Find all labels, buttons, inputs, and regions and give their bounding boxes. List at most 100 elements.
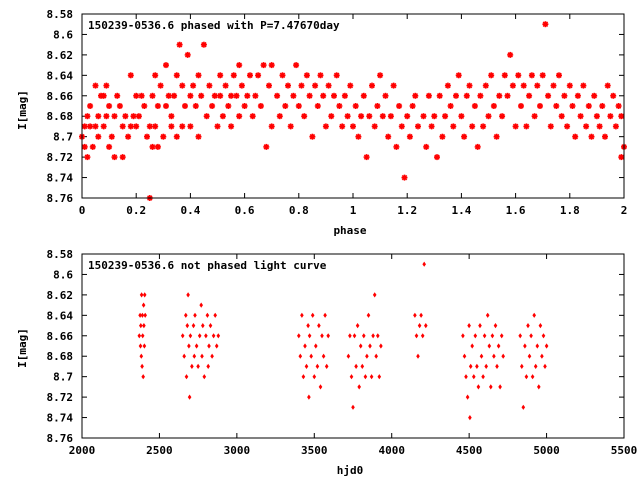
data-point (148, 92, 157, 100)
data-point (170, 92, 178, 100)
data-point (235, 61, 243, 69)
data-point (213, 122, 222, 131)
data-point (188, 333, 193, 339)
x-tick-label: 0.6 (235, 204, 255, 217)
data-point (368, 343, 372, 349)
data-point (590, 92, 599, 100)
data-point (210, 353, 214, 359)
data-point (243, 92, 252, 100)
data-point (411, 92, 420, 100)
data-point (140, 333, 145, 339)
data-point (379, 343, 383, 349)
data-point (435, 92, 444, 100)
data-point (300, 112, 309, 120)
data-point (381, 92, 390, 100)
data-point (187, 343, 191, 349)
data-point (310, 312, 315, 318)
data-point (603, 81, 612, 90)
data-point (303, 71, 311, 80)
data-point (492, 353, 496, 359)
data-point (552, 102, 561, 110)
data-point (143, 132, 151, 141)
y-tick-label: 8.58 (47, 8, 74, 21)
data-point (143, 312, 147, 318)
data-point (576, 112, 585, 120)
data-point (377, 374, 382, 380)
data-point (468, 122, 477, 131)
data-point (479, 122, 487, 131)
data-point (366, 312, 371, 318)
data-point (452, 92, 460, 100)
data-point (362, 153, 371, 161)
data-point (406, 132, 414, 141)
data-point (422, 143, 431, 151)
data-point (454, 71, 463, 80)
data-point (197, 333, 202, 339)
data-point (374, 353, 378, 359)
data-point (83, 153, 92, 161)
data-point (309, 353, 313, 359)
data-point (529, 333, 533, 339)
data-point (457, 112, 466, 120)
data-point (142, 323, 146, 329)
data-point (538, 71, 547, 80)
data-point (94, 112, 103, 120)
data-point (118, 153, 127, 161)
data-point (127, 71, 135, 80)
data-point (420, 333, 425, 339)
data-point (102, 81, 111, 90)
data-point (397, 122, 406, 131)
data-point (265, 81, 273, 90)
data-point (94, 132, 103, 141)
data-point (301, 374, 306, 380)
data-point (485, 312, 490, 318)
data-point (338, 122, 347, 131)
data-point (230, 71, 238, 80)
data-point (307, 333, 312, 339)
data-point (460, 132, 468, 141)
unphased-light-curve-panel: 2000 2500 3000 3500 4000 4500 5000 55008.588.68… (16, 248, 637, 477)
data-point (444, 81, 452, 90)
data-point (349, 374, 354, 380)
data-point (294, 102, 303, 110)
data-point (320, 333, 324, 339)
data-point (180, 333, 185, 339)
data-point (503, 92, 512, 100)
data-point (216, 92, 224, 100)
data-point (99, 122, 108, 131)
data-point (546, 122, 555, 131)
data-point (86, 122, 94, 131)
data-point (376, 333, 380, 339)
data-point (478, 323, 482, 329)
data-point (208, 102, 216, 110)
data-point (492, 132, 501, 141)
data-point (475, 363, 479, 369)
data-point (200, 40, 208, 49)
data-point (368, 81, 376, 90)
data-point (501, 353, 505, 359)
data-point (323, 312, 327, 318)
y-tick-label: 8.64 (47, 69, 74, 82)
data-point (327, 112, 336, 120)
data-point (317, 323, 321, 329)
data-point (346, 81, 355, 90)
data-point (141, 302, 146, 308)
y-tick-label: 8.76 (47, 432, 74, 445)
data-point (324, 81, 333, 90)
data-point (300, 312, 304, 318)
y-tick-label: 8.6 (53, 28, 73, 41)
data-point (601, 132, 609, 141)
data-point (419, 112, 428, 120)
x-tick-label: 1.2 (397, 204, 417, 217)
x-tick-label: 1.4 (451, 204, 471, 217)
x-tick-label: 5000 (533, 444, 560, 457)
data-point (211, 333, 216, 339)
data-point (373, 102, 382, 110)
x-tick-label: 1.8 (560, 204, 580, 217)
data-point (500, 71, 509, 80)
data-point (372, 292, 377, 298)
data-point (321, 353, 326, 359)
data-point (493, 323, 498, 329)
data-point (267, 61, 276, 69)
y-tick-label: 8.7 (53, 131, 73, 144)
